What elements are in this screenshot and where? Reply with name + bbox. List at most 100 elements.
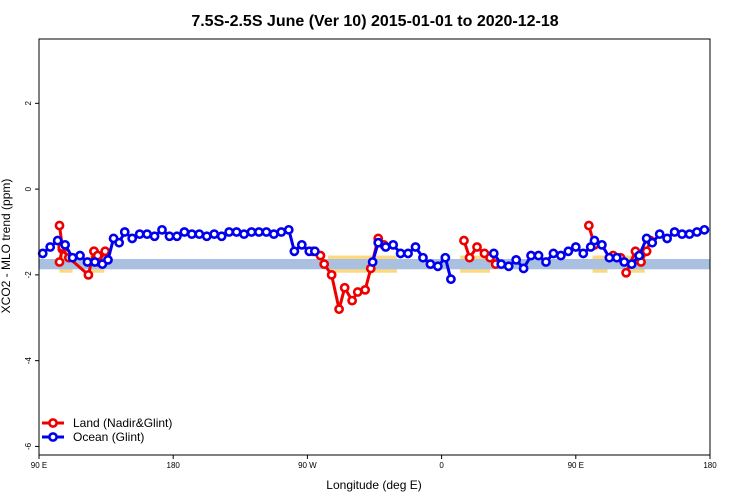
x-tick-label: 90 W: [298, 461, 317, 470]
data-point: [496, 259, 507, 270]
data-point: [555, 250, 566, 261]
data-point: [410, 242, 421, 252]
data-point: [662, 233, 673, 244]
data-point: [563, 246, 574, 257]
x-tick-label: 180: [703, 461, 717, 470]
data-point: [352, 287, 363, 297]
legend-label: Land (Nadir&Glint): [73, 416, 172, 430]
data-point: [388, 239, 399, 250]
data-point: [127, 233, 138, 244]
data-point: [418, 252, 428, 263]
legend-swatch-marker: [48, 432, 58, 442]
data-point: [446, 274, 456, 285]
data-point: [589, 235, 600, 246]
data-point: [179, 227, 190, 237]
data-point: [596, 239, 607, 250]
data-point: [119, 227, 130, 237]
data-point: [578, 248, 589, 259]
data-point: [548, 248, 559, 259]
data-point: [296, 239, 307, 250]
data-point: [52, 235, 63, 246]
data-point: [440, 252, 451, 263]
y-tick-label: -4: [24, 357, 33, 365]
data-point: [239, 229, 249, 240]
data-point: [360, 284, 371, 295]
legend-swatch-marker: [48, 418, 58, 428]
data-point: [254, 227, 264, 237]
data-point: [684, 229, 695, 240]
legend-label: Ocean (Glint): [73, 430, 144, 444]
data-point: [611, 252, 622, 263]
data-point: [395, 248, 406, 259]
x-axis: 90 E 180 90 W 0 90 E 180: [31, 455, 717, 470]
data-point: [209, 229, 220, 240]
x-axis-label: Longitude (deg E): [326, 478, 421, 492]
data-point: [583, 220, 594, 231]
x-tick-label: 90 E: [31, 461, 47, 470]
data-point: [541, 257, 551, 267]
chart-title: 7.5S-2.5S June (Ver 10) 2015-01-01 to 20…: [191, 13, 558, 30]
data-point: [373, 237, 384, 248]
data-point: [488, 248, 499, 259]
data-point: [37, 248, 48, 259]
data-point: [403, 248, 413, 259]
data-point: [641, 246, 652, 257]
data-point: [114, 237, 125, 248]
data-point: [518, 263, 529, 274]
data-point: [309, 246, 320, 257]
data-point: [533, 250, 544, 261]
data-point: [472, 242, 482, 252]
plot-area: [37, 220, 710, 315]
data-point: [100, 246, 111, 257]
y-axis-label: XCO2 - MLO trend (ppm): [0, 179, 13, 314]
data-point: [216, 231, 227, 242]
data-point: [464, 252, 475, 263]
legend-item: Ocean (Glint): [42, 430, 144, 444]
data-point: [201, 231, 212, 242]
y-tick-label: 0: [24, 186, 33, 191]
data-point: [134, 229, 145, 240]
x-tick-label: 0: [439, 461, 444, 470]
data-point: [54, 220, 65, 231]
data-point: [268, 229, 279, 240]
data-point: [60, 239, 70, 250]
data-point: [54, 257, 65, 267]
data-point: [339, 282, 350, 293]
data-point: [347, 295, 358, 306]
series-ocean: [37, 224, 710, 285]
data-point: [654, 229, 665, 240]
data-point: [367, 257, 378, 267]
data-point: [319, 259, 330, 270]
data-point: [90, 257, 100, 267]
data-point: [261, 227, 272, 237]
data-point: [380, 242, 391, 252]
data-point: [83, 269, 94, 280]
y-tick-label: 2: [24, 101, 33, 106]
data-point: [334, 304, 344, 315]
data-point: [194, 229, 205, 240]
data-point: [692, 227, 702, 237]
x-tick-label: 90 E: [568, 461, 584, 470]
data-point: [103, 254, 113, 265]
y-tick-label: -6: [24, 442, 33, 450]
y-tick-label: -2: [24, 271, 33, 279]
legend: Land (Nadir&Glint)Ocean (Glint): [42, 416, 172, 444]
data-point: [164, 231, 175, 242]
data-point: [634, 250, 645, 261]
data-point: [246, 227, 257, 237]
data-point: [570, 242, 581, 252]
data-point: [231, 227, 242, 237]
data-point: [186, 229, 197, 240]
data-point: [142, 229, 153, 240]
data-point: [511, 254, 522, 265]
data-point: [326, 269, 337, 280]
data-point: [149, 231, 160, 242]
data-point: [45, 242, 56, 252]
data-point: [669, 227, 680, 237]
data-point: [224, 227, 235, 237]
data-point: [621, 267, 632, 278]
data-point: [459, 235, 469, 246]
data-point: [526, 250, 536, 261]
data-point: [699, 224, 710, 235]
